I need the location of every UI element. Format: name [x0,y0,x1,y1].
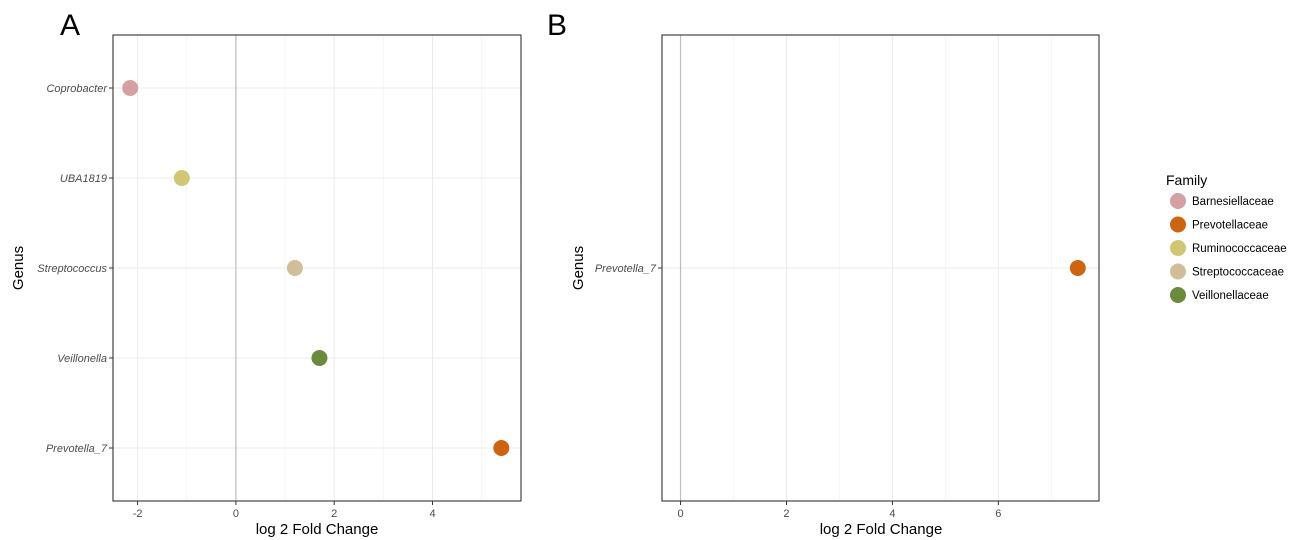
legend-key [1170,240,1186,256]
panel-a-ytick-label: Prevotella_7 [46,443,108,455]
panel-b-xtick-label: 4 [889,508,895,520]
panel-label-b: B [547,9,567,42]
panel-b-ytick-label: Prevotella_7 [595,263,657,275]
panel-b-ylabel: Genus [570,246,587,290]
legend-key [1170,263,1186,280]
legend-label: Veillonellaceae [1192,290,1269,302]
panel-a-xtick-label: 2 [331,508,337,520]
panel-a-ytick-label: Streptococcus [37,263,107,275]
legend-title: Family [1166,172,1207,188]
panel-b-point [1069,260,1086,276]
panel-b-xtick-label: 6 [995,508,1001,520]
panel-a-xlabel: log 2 Fold Change [256,521,379,538]
panel-a-plot: -2 0 2 4 Coprobacter UBA1819 Streptococcus Veil… [37,34,522,520]
panel-a-point [311,350,328,366]
panel-a-xtick-label: 4 [429,508,435,520]
legend-key [1170,193,1186,209]
panel-b-xlabel: log 2 Fold Change [820,521,943,538]
panel-label-a: A [60,9,80,42]
legend-key [1170,287,1186,303]
legend: Family Barnesiellaceae Prevotellaceae Rumi… [1166,172,1287,303]
panel-b-xtick-label: 0 [677,508,683,520]
panel-a-point [173,170,190,186]
panel-a-point [286,260,303,276]
legend-label: Barnesiellaceae [1192,196,1274,208]
panel-b-xtick-label: 2 [783,508,789,520]
panel-a-point [122,80,139,96]
legend-label: Ruminococcaceae [1192,243,1287,255]
legend-label: Prevotellaceae [1192,220,1268,232]
panel-a-ytick-label: Veillonella [57,353,107,365]
panel-a-ytick-label: UBA1819 [60,173,107,185]
panel-a-point [493,440,510,456]
legend-label: Streptococcaceae [1192,267,1284,279]
panel-b-plot: 0 2 4 6 Prevotella_7 [595,34,1100,520]
legend-key [1170,216,1186,233]
panel-a-xtick-label: 0 [233,508,239,520]
panel-a-xtick-label: -2 [133,508,143,520]
panel-a-ytick-label: Coprobacter [46,83,108,95]
panel-a-ylabel: Genus [10,246,27,290]
